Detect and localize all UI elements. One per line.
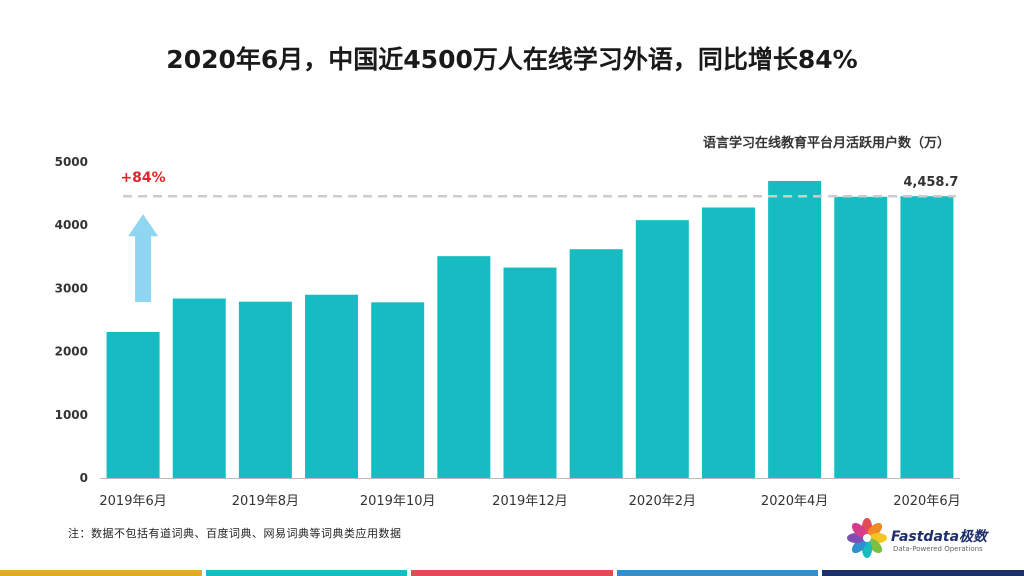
x-tick-label: 2019年8月 [232,494,299,509]
y-tick-label: 1000 [55,408,88,422]
bar [900,196,954,479]
bar [701,207,755,478]
y-tick-label: 2000 [55,345,88,359]
bar [768,180,822,478]
logo-tagline: Data-Powered Operations [893,545,983,553]
chart-title: 2020年6月，中国近4500万人在线学习外语，同比增长84% [166,45,858,74]
y-tick-label: 4000 [55,218,88,232]
x-tick-label: 2019年10月 [360,494,436,509]
y-tick-label: 0 [80,471,88,485]
footnote: 注：数据不包括有道词典、百度词典、网易词典等词典类应用数据 [68,527,402,540]
bar [371,302,425,478]
bar [172,298,226,478]
x-tick-label: 2019年6月 [99,494,166,509]
bar [635,220,689,479]
x-tick-label: 2020年6月 [893,494,960,509]
y-tick-label: 3000 [55,281,88,295]
bar [437,256,491,478]
flower-logo-icon [847,518,887,558]
reference-value-label: 4,458.7 [903,175,958,190]
footer-color-segment [205,570,408,576]
footer-color-segment [0,570,202,576]
bar [503,267,557,478]
x-tick-label: 2020年4月 [761,494,828,509]
footer-color-segment [411,570,613,576]
footer-color-segment [822,570,1024,576]
footer-color-segment [616,570,819,576]
y-tick-label: 5000 [55,155,88,169]
chart-subtitle: 语言学习在线教育平台月活跃用户数（万） [702,136,950,151]
bar [834,196,888,478]
bar [106,332,160,478]
fastdata-logo: Fastdata极数 Data-Powered Operations [845,518,995,558]
logo-brand-text: Fastdata极数 [891,529,988,545]
bar [238,301,292,478]
x-tick-label: 2020年2月 [629,494,696,509]
bar [569,249,623,478]
growth-arrow-icon [128,214,159,303]
growth-label: +84% [120,170,165,186]
bar [305,294,359,478]
x-tick-label: 2019年12月 [492,494,568,509]
